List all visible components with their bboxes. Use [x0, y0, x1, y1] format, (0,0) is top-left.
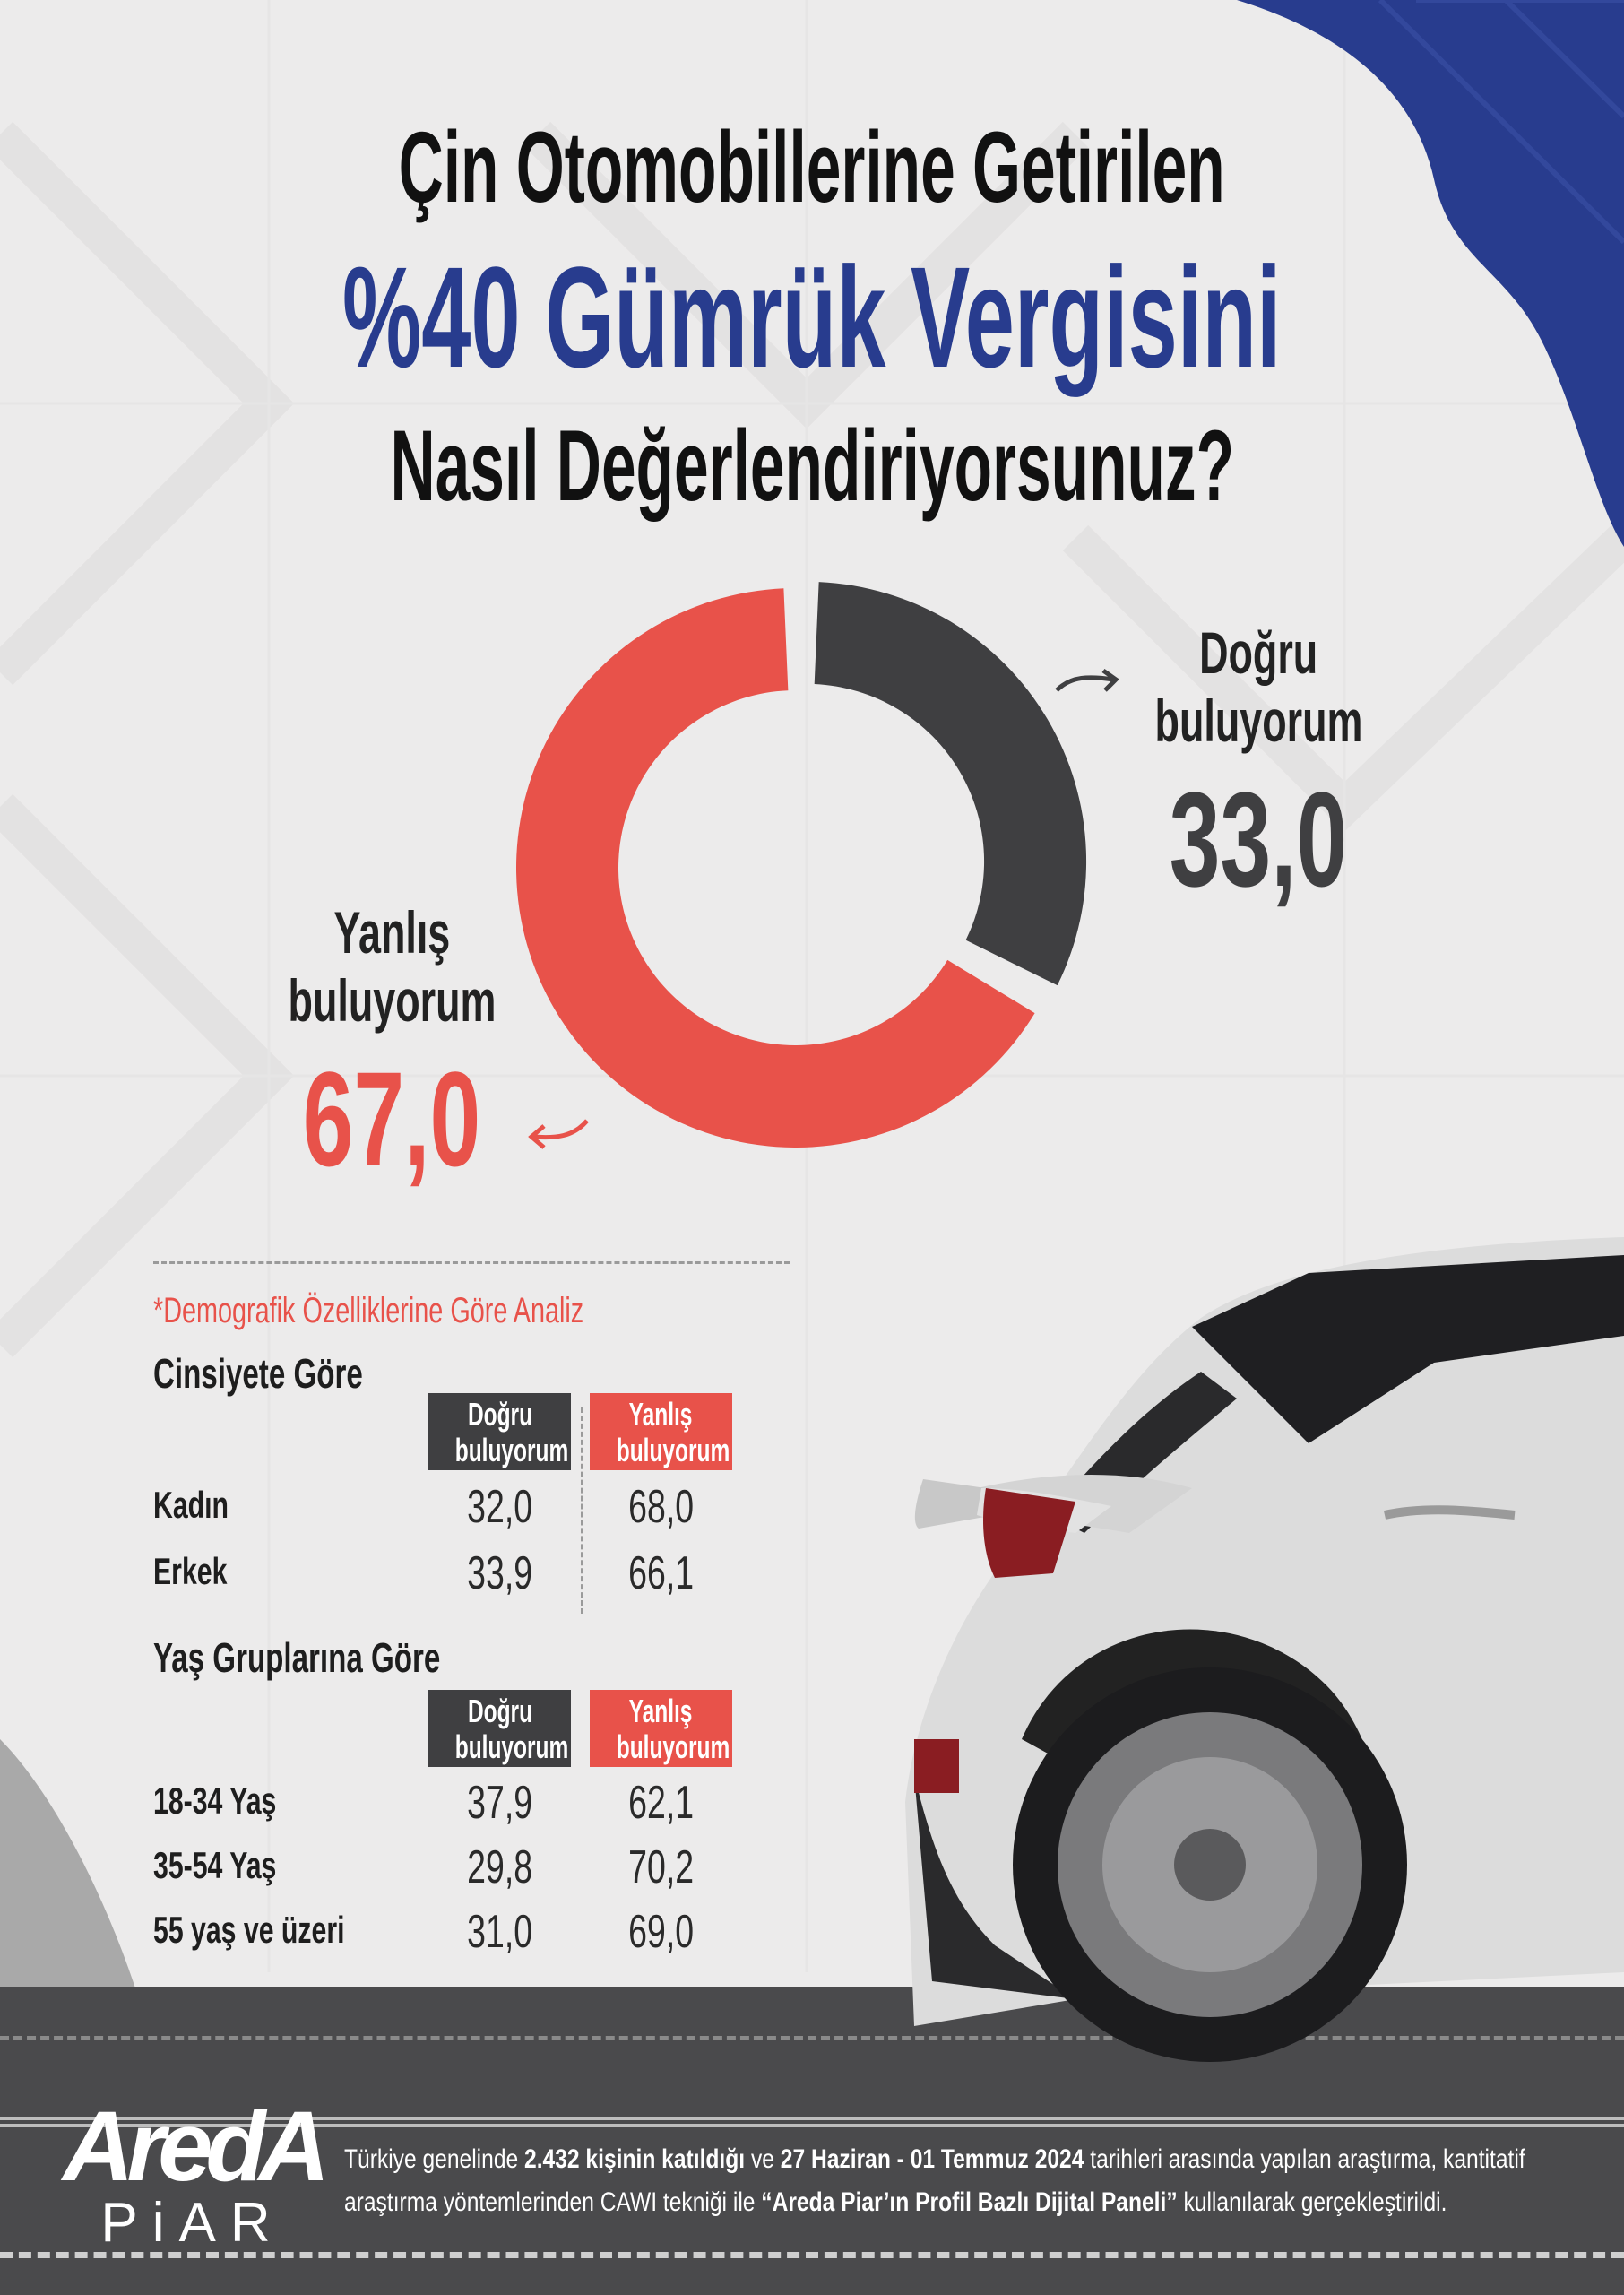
value-yes: 29,8 — [467, 1841, 532, 1893]
column-divider — [581, 1407, 583, 1614]
header-yes: Doğru buluyorum — [428, 1393, 571, 1470]
value-no: 70,2 — [628, 1841, 694, 1893]
value-yes: 32,0 — [467, 1481, 532, 1533]
title-line-2: %40 Gümrük Vergisini — [342, 237, 1282, 397]
footer-methodology: Türkiye genelinde 2.432 kişinin katıldığ… — [344, 2144, 1525, 2217]
areda-piar-logo: AredA PiAR — [63, 2091, 330, 2255]
age-section-title: Yaş Gruplarına Göre — [153, 1634, 441, 1681]
slice-value-yes: 33,0 — [1169, 764, 1348, 914]
header-yes: Doğru buluyorum — [428, 1690, 571, 1767]
title-line-3: Nasıl Değerlendiriyorsunuz? — [390, 410, 1234, 522]
row-label: 35-54 Yaş — [153, 1844, 277, 1886]
donut-slice-yes — [814, 582, 1087, 986]
slice-value-no: 67,0 — [302, 1044, 481, 1194]
road-line — [0, 2252, 1624, 2258]
blue-blob-decoration — [1237, 0, 1624, 547]
header-no: Yanlış buluyorum — [590, 1393, 732, 1470]
arrow-icon — [528, 1119, 589, 1149]
row-label: 55 yaş ve üzeri — [153, 1909, 345, 1951]
row-label: Erkek — [153, 1550, 228, 1592]
value-no: 66,1 — [628, 1547, 694, 1599]
value-yes: 33,9 — [467, 1547, 532, 1599]
title-line-1: Çin Otomobillerine Getirilen — [398, 111, 1226, 223]
divider — [153, 1261, 790, 1264]
donut-slice-no — [516, 588, 1035, 1148]
slice-label-yes: Doğru buluyorum — [1154, 619, 1362, 754]
row-label: Kadın — [153, 1484, 229, 1526]
gray-shape-decoration — [0, 1739, 139, 1999]
arrow-icon — [1055, 668, 1119, 692]
header-no: Yanlış buluyorum — [590, 1690, 732, 1767]
value-no: 69,0 — [628, 1906, 694, 1958]
value-no: 68,0 — [628, 1481, 694, 1533]
road-line — [0, 2036, 1624, 2040]
car-image — [905, 1237, 1624, 2062]
value-yes: 37,9 — [467, 1777, 532, 1829]
slice-label-no: Yanlış buluyorum — [288, 899, 496, 1034]
gender-section-title: Cinsiyete Göre — [153, 1350, 363, 1397]
donut-chart — [516, 582, 1087, 1148]
value-no: 62,1 — [628, 1777, 694, 1829]
value-yes: 31,0 — [467, 1906, 532, 1958]
row-label: 18-34 Yaş — [153, 1780, 277, 1822]
road-line — [0, 2124, 1624, 2127]
road-line — [0, 2117, 1624, 2120]
demographics-note: *Demografik Özelliklerine Göre Analiz — [153, 1291, 584, 1330]
